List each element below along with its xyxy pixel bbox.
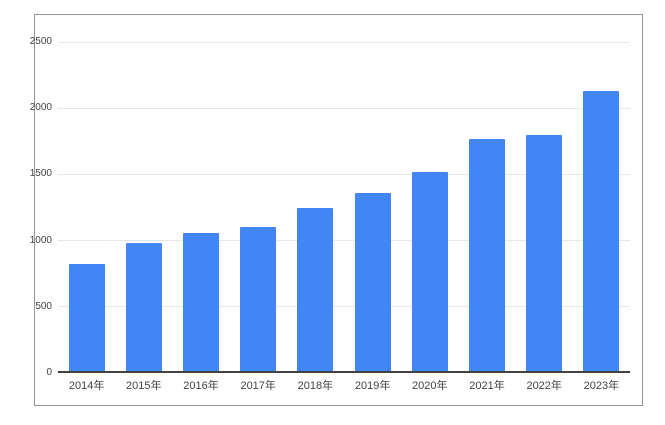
bar-2020年 [411,171,448,373]
x-tick-label-2016年: 2016年 [183,380,219,392]
bar-chart-frame: 0 500 1000 1500 2000 2500 2014年 2015年 2016年 2017… [30,14,643,406]
gridline-1500 [58,173,630,175]
gridline-500 [58,306,630,308]
x-tick-label-2023年: 2023年 [583,380,620,392]
bar-2014年 [68,264,105,373]
bar-2022年 [526,134,563,373]
gridline-1000 [58,240,630,242]
bar-2017年 [240,227,277,373]
x-tick-label-2022年: 2022年 [526,380,562,392]
x-tick-label-2014年: 2014年 [68,380,105,392]
x-tick-label-2018年: 2018年 [297,380,334,392]
y-tick-label: 2500 [29,36,52,47]
x-tick-label-2019年: 2019年 [354,380,391,392]
bar-2023年 [583,91,620,373]
bar-2015年 [125,243,162,373]
bar-2021年 [469,138,505,373]
plot-area [58,41,630,373]
y-tick-label: 2000 [29,102,52,114]
x-tick-label-2015年: 2015年 [126,380,162,392]
x-tick-label-2017年: 2017年 [240,380,276,392]
y-tick-label: 0 [46,367,52,378]
bar-2016年 [183,232,219,373]
y-tick-label: 500 [35,300,52,312]
x-tick-label-2020年: 2020年 [412,380,448,392]
gridline-2000 [58,107,630,109]
bar-2019年 [354,192,391,373]
x-axis-baseline [58,371,630,373]
y-tick-label: 1000 [29,234,52,246]
bar-2018年 [297,207,334,373]
y-tick-label: 1500 [29,168,52,180]
gridline-2500 [58,41,630,43]
x-tick-label-2021年: 2021年 [469,380,505,392]
